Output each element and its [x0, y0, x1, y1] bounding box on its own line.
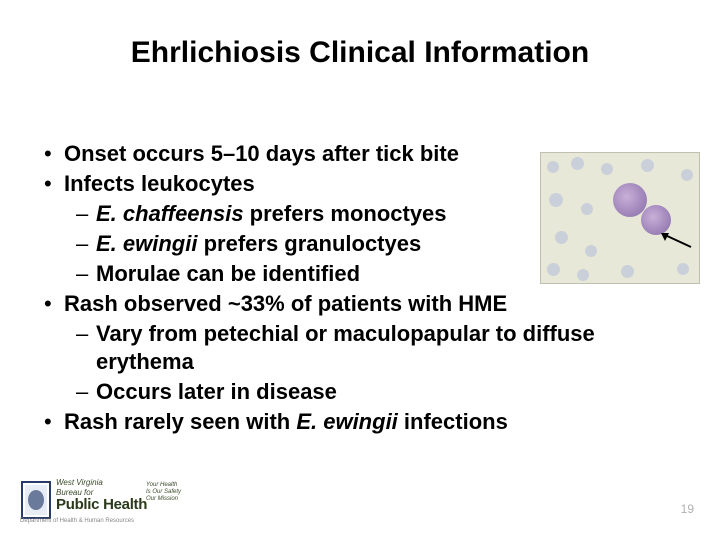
arrow-icon — [659, 231, 693, 249]
bullet-dot-icon: • — [44, 408, 64, 436]
slide-title: Ehrlichiosis Clinical Information — [0, 36, 720, 70]
bullet-text: Infects leukocytes — [64, 170, 255, 198]
dash-icon: – — [76, 320, 96, 348]
subbullet-item: – Occurs later in disease — [76, 378, 624, 406]
page-number: 19 — [681, 502, 694, 516]
dash-icon: – — [76, 260, 96, 288]
text-fragment: Rash rarely seen with — [64, 409, 296, 434]
text-fragment: Our Mission — [146, 496, 178, 502]
species-name: E. ewingii — [96, 231, 197, 256]
blood-cell — [677, 263, 689, 275]
bullet-dot-icon: • — [44, 140, 64, 168]
subbullet-text: E. ewingii prefers granuloctyes — [96, 230, 421, 258]
text-fragment: prefers monoctyes — [244, 201, 447, 226]
bullet-item: • Rash observed ~33% of patients with HM… — [44, 290, 624, 318]
logo-dept: Department of Health & Human Resources — [20, 518, 134, 524]
logo-flag-icon — [20, 480, 52, 520]
dash-icon: – — [76, 378, 96, 406]
bullet-dot-icon: • — [44, 170, 64, 198]
blood-cell — [681, 169, 693, 181]
bullet-dot-icon: • — [44, 290, 64, 318]
dash-icon: – — [76, 200, 96, 228]
blood-cell — [621, 265, 634, 278]
logo-state-line: West VirginiaBureau for — [56, 478, 103, 498]
species-name: E. ewingii — [296, 409, 397, 434]
blood-cell — [571, 157, 584, 170]
blood-cell — [641, 159, 654, 172]
micrograph-image — [540, 152, 700, 284]
logo-brand: Public Health — [56, 496, 147, 513]
content-area: • Onset occurs 5–10 days after tick bite… — [44, 140, 624, 438]
blood-cell — [585, 245, 597, 257]
bullet-item: • Infects leukocytes — [44, 170, 624, 198]
text-fragment: infections — [398, 409, 508, 434]
blood-cell — [547, 161, 559, 173]
blood-cell — [549, 193, 563, 207]
subbullet-text: Occurs later in disease — [96, 378, 337, 406]
text-fragment: Your Health — [146, 482, 177, 488]
slide: Ehrlichiosis Clinical Information • Onse… — [0, 0, 720, 540]
bullet-text: Rash rarely seen with E. ewingii infecti… — [64, 408, 508, 436]
bullet-text: Onset occurs 5–10 days after tick bite — [64, 140, 459, 168]
subbullet-text: E. chaffeensis prefers monoctyes — [96, 200, 447, 228]
subbullet-text: Morulae can be identified — [96, 260, 360, 288]
blood-cell — [581, 203, 593, 215]
dash-icon: – — [76, 230, 96, 258]
bullet-item: • Rash rarely seen with E. ewingii infec… — [44, 408, 624, 436]
text-fragment: West Virginia — [56, 478, 103, 487]
subbullet-item: – Vary from petechial or maculopapular t… — [76, 320, 624, 376]
species-name: E. chaffeensis — [96, 201, 244, 226]
bullet-text: Rash observed ~33% of patients with HME — [64, 290, 507, 318]
logo-side-text: Your HealthIs Our SafetyOur Mission — [146, 482, 181, 503]
blood-cell — [601, 163, 613, 175]
subbullet-text: Vary from petechial or maculopapular to … — [96, 320, 624, 376]
blood-cell — [547, 263, 560, 276]
blood-cell — [577, 269, 589, 281]
text-fragment: prefers granuloctyes — [197, 231, 421, 256]
bullet-item: • Onset occurs 5–10 days after tick bite — [44, 140, 624, 168]
text-fragment: Is Our Safety — [146, 489, 181, 495]
blood-cell — [555, 231, 568, 244]
wv-public-health-logo: West VirginiaBureau for Public Health Yo… — [20, 478, 190, 522]
